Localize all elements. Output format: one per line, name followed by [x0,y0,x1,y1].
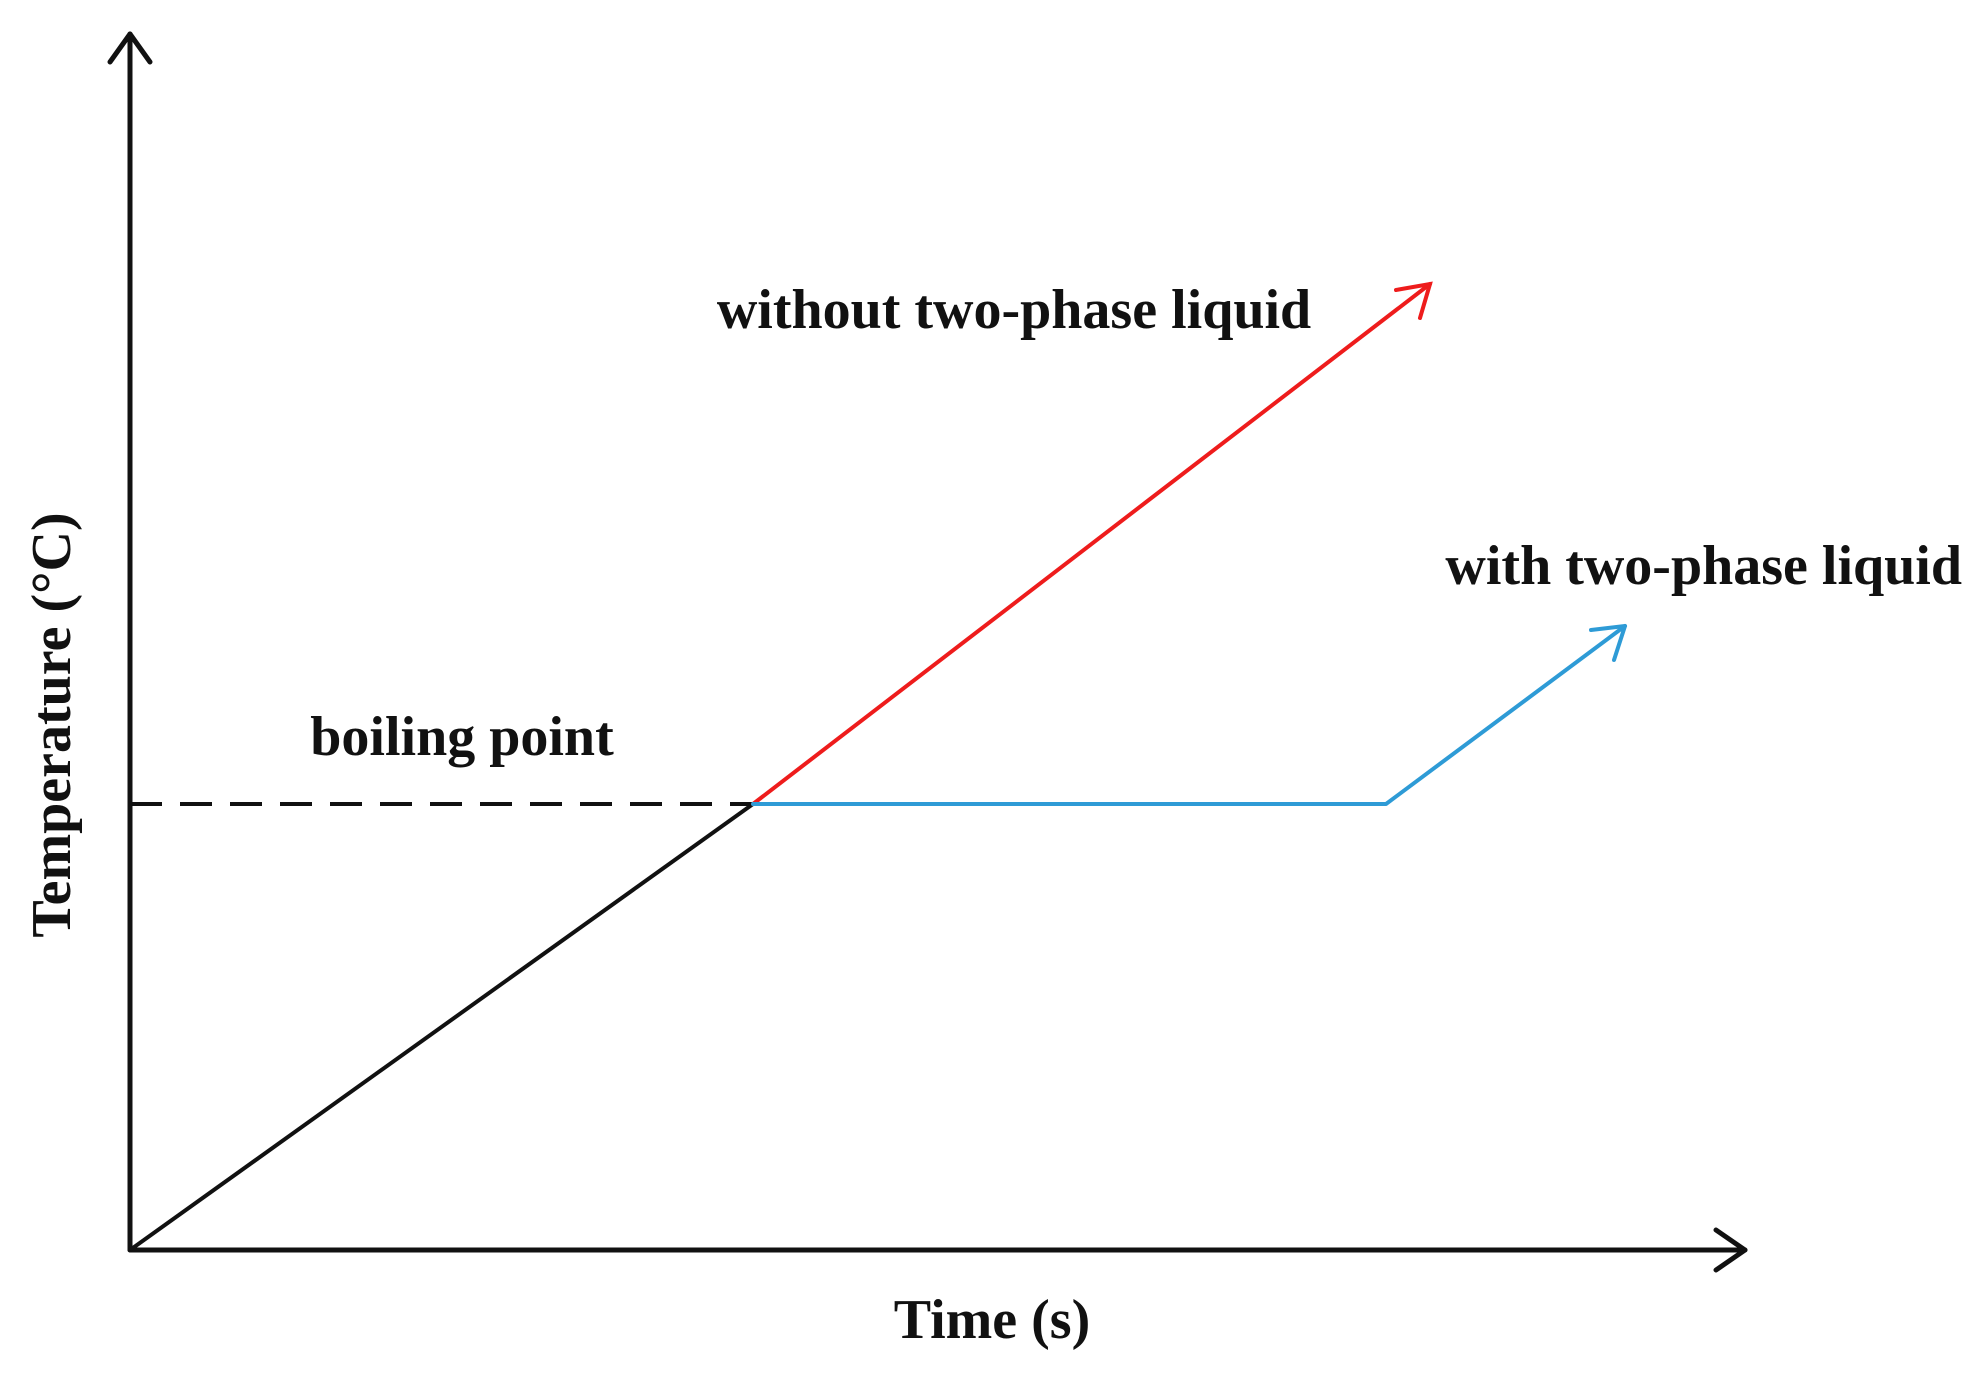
without-arrow [1394,281,1433,320]
y-axis-label: Temperature (°C) [21,512,83,937]
with-label: with two-phase liquid [1445,535,1962,597]
with-arrow [1589,624,1627,662]
with-curve [751,624,1627,806]
without-curve [751,281,1433,806]
boiling-label: boiling point [310,706,614,768]
heating-line [128,802,755,1252]
without-label: without two-phase liquid [717,279,1311,341]
without-line [751,282,1432,806]
x-axis-arrow [1713,1227,1748,1273]
y-axis-arrow [107,31,153,65]
x-axis-label: Time (s) [894,1289,1091,1351]
with-line [751,624,1627,806]
axes [107,31,1748,1273]
